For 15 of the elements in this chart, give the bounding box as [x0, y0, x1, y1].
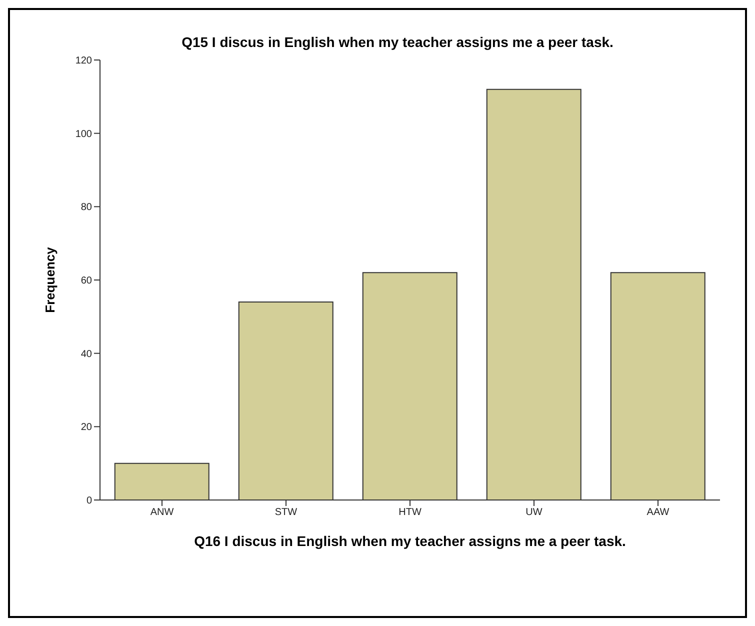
y-tick-label: 20: [80, 422, 92, 434]
x-axis-title: Q16 I discus in English when my teacher assigns me a peer task.: [194, 533, 626, 549]
y-tick-label: 80: [80, 202, 92, 214]
y-tick-label: 60: [80, 276, 92, 287]
chart-title: Q15 I discus in English when my teacher assigns me a peer task.: [180, 33, 614, 50]
y-tick-label: 100: [75, 128, 92, 140]
x-tick-label: UW: [526, 507, 543, 518]
x-tick-label: ANW: [150, 507, 174, 518]
x-tick-label: HTW: [398, 507, 422, 518]
y-axis-title: Frequency: [42, 246, 58, 313]
y-tick-label: 120: [75, 56, 92, 67]
y-tick-label: 0: [86, 496, 92, 507]
x-tick-label: AAW: [646, 507, 670, 518]
x-tick-label: STW: [274, 507, 298, 518]
y-tick-label: 40: [80, 348, 92, 360]
